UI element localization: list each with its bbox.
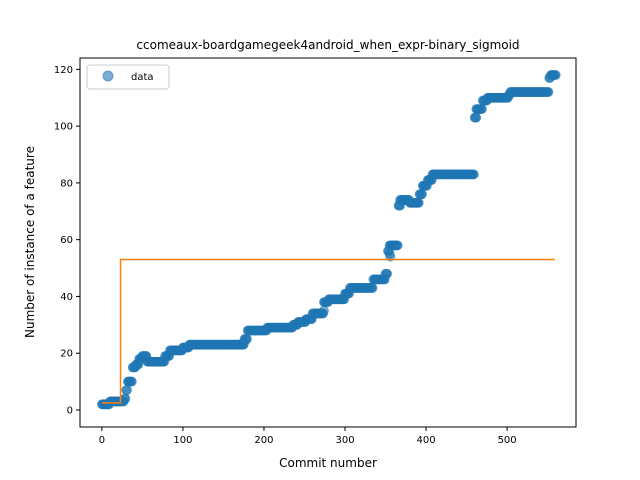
chart-title: ccomeaux-boardgamegeek4android_when_expr… <box>136 38 519 52</box>
legend-marker-data <box>102 70 114 82</box>
data-point <box>413 197 424 208</box>
legend-label-data: data <box>131 72 154 83</box>
axes-frame <box>79 57 577 428</box>
data-point <box>550 70 561 80</box>
x-tick-label: 500 <box>498 435 517 446</box>
data-point <box>471 112 482 123</box>
x-axis-label: Commit number <box>279 456 377 470</box>
legend-box <box>86 64 170 90</box>
data-point <box>126 376 137 387</box>
y-tick-label: 100 <box>54 122 73 133</box>
y-tick-label: 40 <box>60 292 73 303</box>
data-point <box>120 393 131 404</box>
data-point <box>367 283 378 293</box>
y-axis-label: Number of instance of a feature <box>23 146 37 338</box>
data-point <box>319 305 329 316</box>
data-point <box>417 189 427 200</box>
y-tick-label: 120 <box>54 65 73 76</box>
data-point <box>122 385 132 396</box>
x-tick-label: 0 <box>99 435 105 446</box>
data-point <box>477 104 487 114</box>
x-tick-label: 100 <box>173 435 192 446</box>
data-point <box>239 336 250 347</box>
legend: data <box>86 64 170 90</box>
x-tick-label: 300 <box>335 435 354 446</box>
data-point <box>392 240 403 251</box>
data-point <box>543 87 554 97</box>
plot-area <box>96 70 561 410</box>
y-tick-label: 60 <box>60 235 73 246</box>
y-tick-label: 0 <box>67 405 73 416</box>
y-tick-label: 20 <box>60 349 73 360</box>
series-line <box>101 258 555 404</box>
data-point <box>395 200 406 211</box>
x-tick-label: 200 <box>254 435 273 446</box>
data-point <box>468 169 479 180</box>
y-tick-label: 80 <box>60 178 73 189</box>
x-axis: 0 100 200 300 400 500 <box>99 427 517 446</box>
x-tick-label: 400 <box>417 435 436 446</box>
y-axis: 0 20 40 60 80 100 120 <box>54 65 80 416</box>
data-point <box>382 268 393 279</box>
